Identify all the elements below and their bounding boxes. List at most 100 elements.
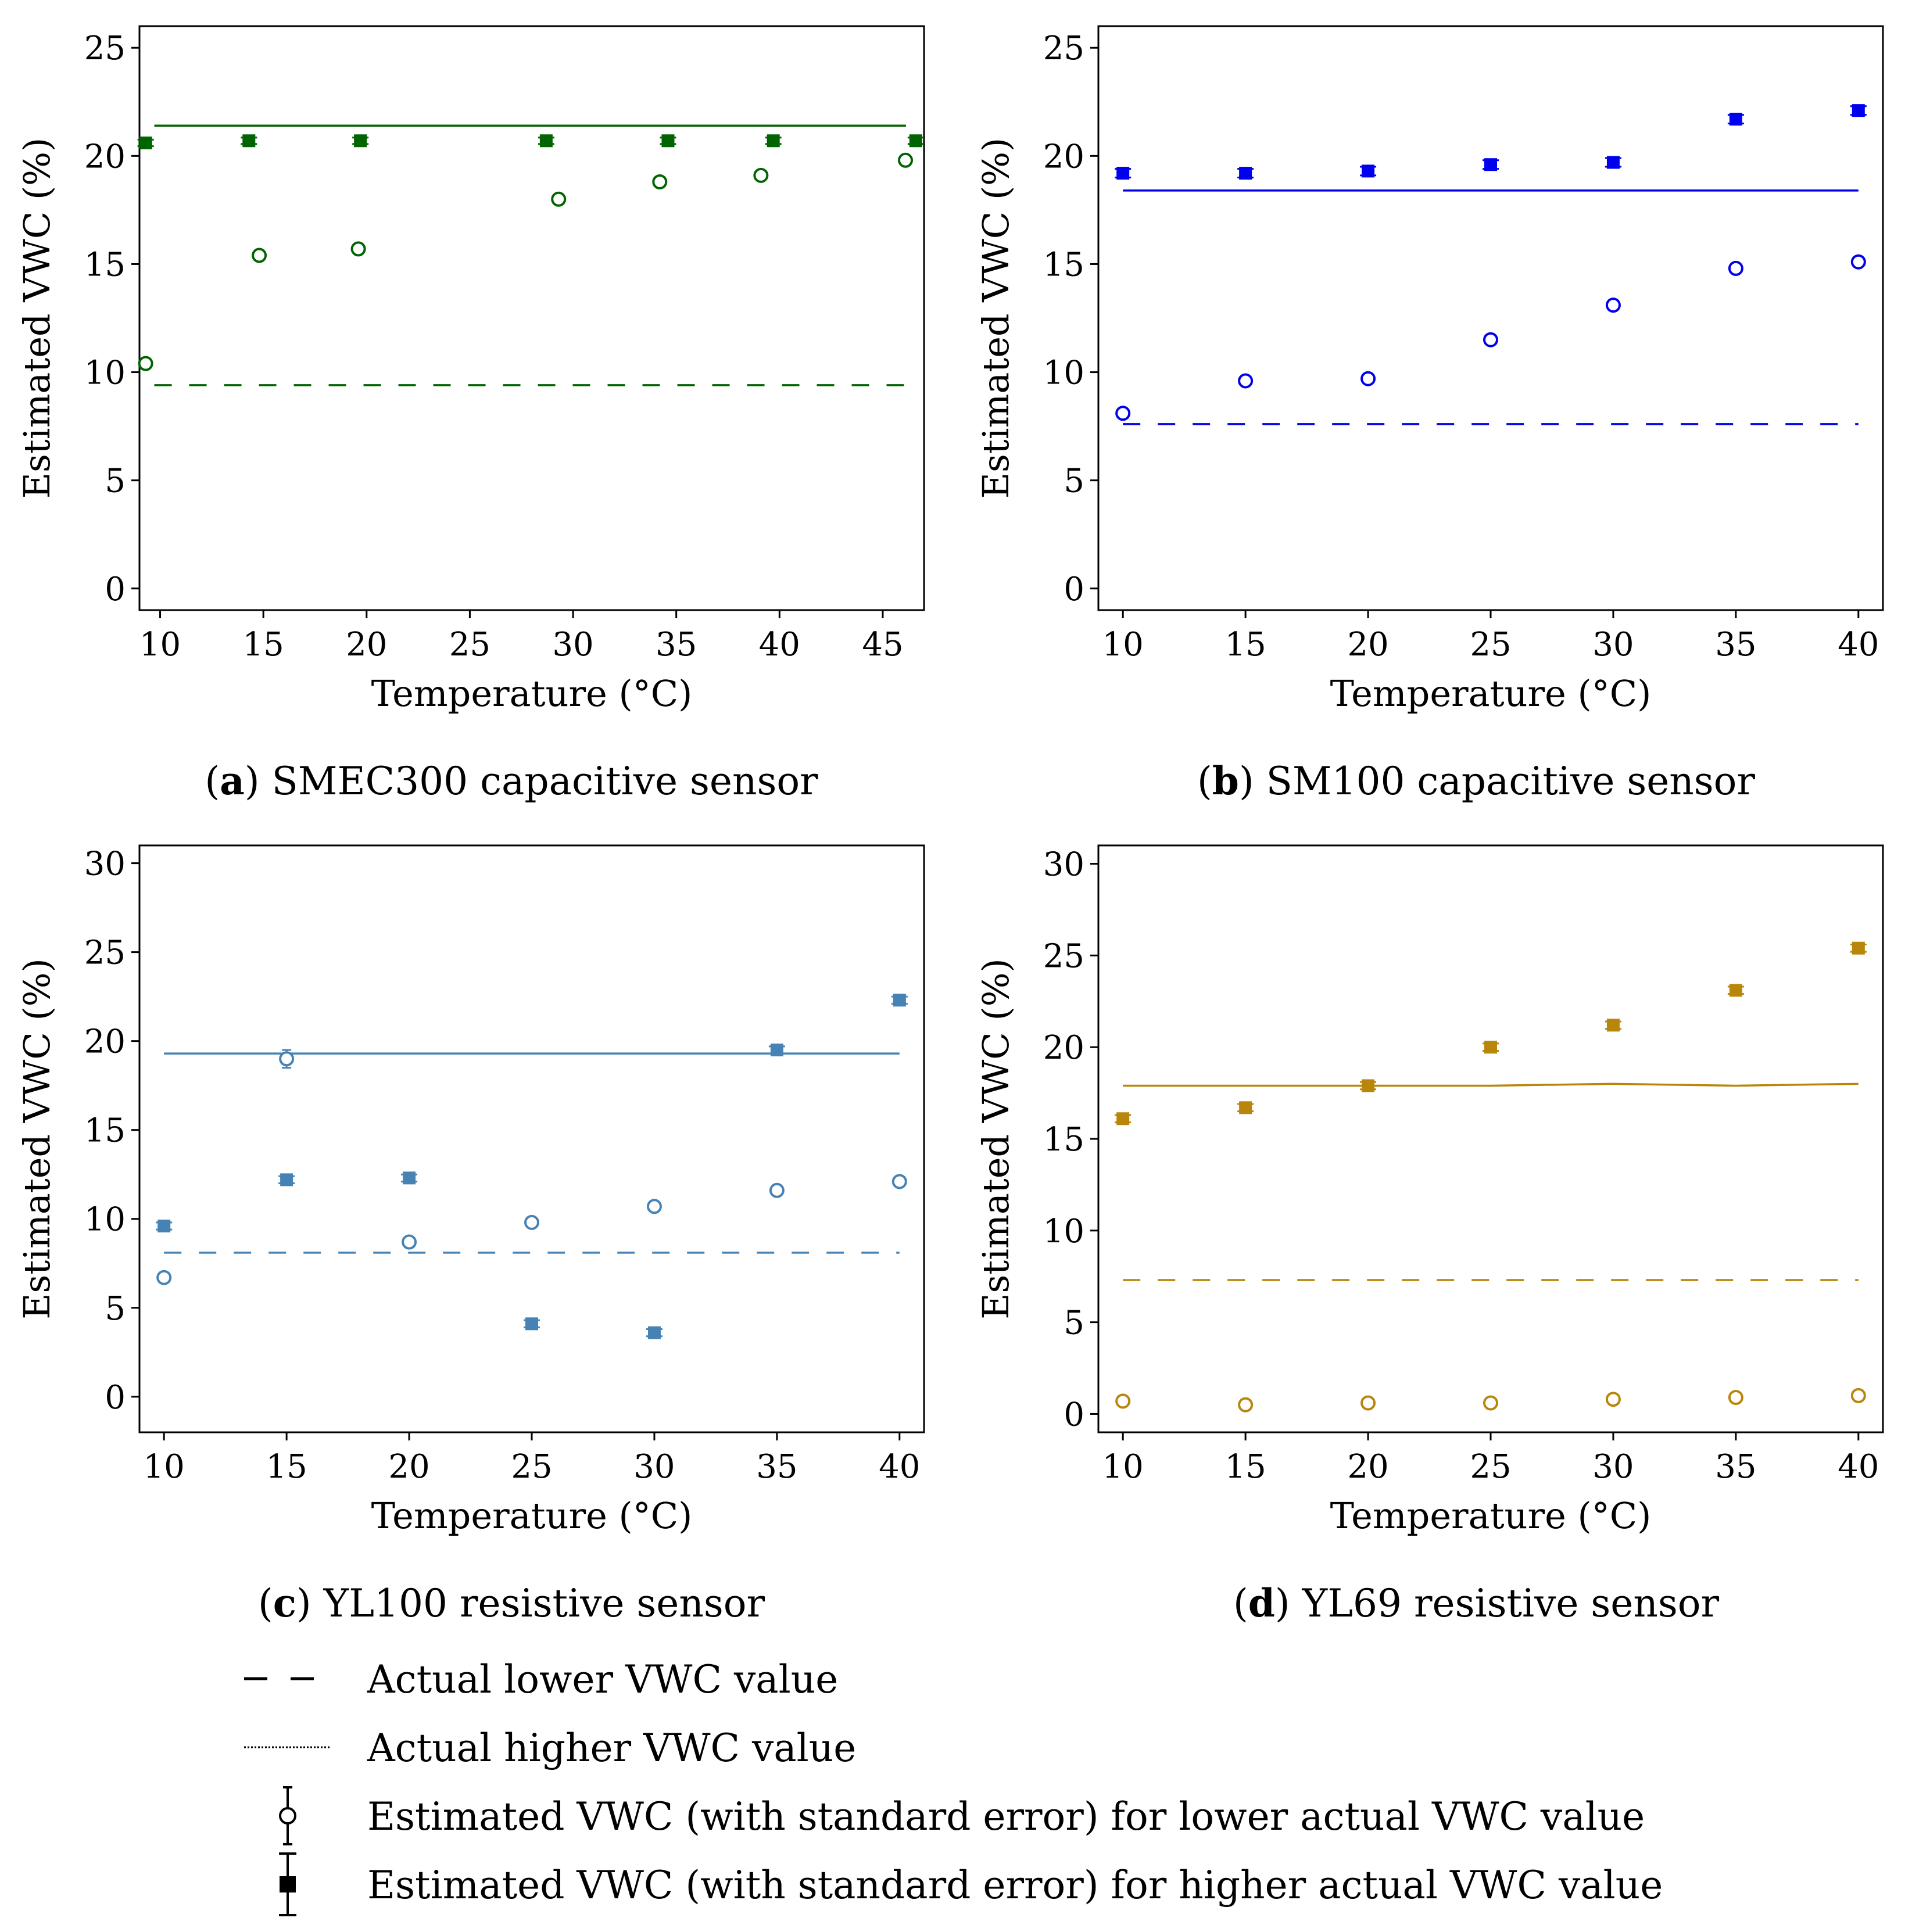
higher-point-c — [647, 1326, 661, 1339]
lower-point-d — [1850, 1388, 1866, 1403]
higher-point-a — [539, 134, 553, 148]
x-tick-label-c: 20 — [388, 1448, 429, 1486]
higher-point-b — [1116, 167, 1130, 180]
higher-point-c — [403, 1171, 416, 1185]
x-axis-title-d: Temperature (°C) — [1330, 1494, 1652, 1537]
lower-point-c — [402, 1234, 417, 1250]
chart-panel-d: 10 15 20 25 30 35 40 0 5 10 15 20 25 30 Temperature (°… — [975, 844, 1884, 1537]
y-tick-label-b: 0 — [1064, 571, 1084, 608]
legend-item-higher-marker: Estimated VWC (with standard error) for … — [232, 1850, 1743, 1919]
x-tick-label-d: 30 — [1592, 1448, 1634, 1486]
x-tick-label-b: 10 — [1102, 626, 1144, 664]
lower-point-c — [646, 1199, 662, 1214]
lower-point-c — [769, 1182, 785, 1198]
higher-point-c — [893, 994, 906, 1007]
lower-point-b — [1728, 260, 1743, 276]
lower-point-b — [1483, 332, 1498, 347]
x-axis-title-c: Temperature (°C) — [371, 1494, 693, 1537]
y-axis-title-a: Estimated VWC (%) — [16, 138, 58, 499]
x-tick-label-a: 40 — [759, 626, 800, 664]
y-axis-title-b: Estimated VWC (%) — [975, 138, 1017, 499]
filled-square-errorbar-icon — [279, 1852, 296, 1916]
plot-frame-d — [1097, 844, 1884, 1433]
higher-point-a — [661, 134, 675, 148]
x-tick-label-c: 30 — [633, 1448, 675, 1486]
plot-frame-a — [138, 25, 925, 611]
x-tick-label-c: 15 — [266, 1448, 307, 1486]
caption-c-letter: c — [273, 1580, 296, 1626]
lower-point-a — [753, 167, 769, 183]
x-tick-label-b: 30 — [1592, 626, 1634, 664]
x-tick-label-a: 35 — [656, 626, 697, 664]
y-tick-label-d: 5 — [1064, 1304, 1084, 1342]
y-tick-label-c: 30 — [84, 845, 126, 883]
lower-point-c — [891, 1174, 907, 1189]
legend-item-lower-marker: Estimated VWC (with standard error) for … — [232, 1782, 1743, 1850]
lower-point-a — [551, 191, 567, 207]
higher-point-b — [1484, 158, 1497, 171]
lower-point-a — [898, 152, 914, 168]
lower-point-d — [1238, 1397, 1254, 1413]
higher-point-d — [1606, 1019, 1620, 1032]
caption-d: (d) YL69 resistive sensor — [1233, 1580, 1720, 1626]
legend-label-lower-line: Actual lower VWC value — [367, 1657, 839, 1702]
legend-label-higher-line: Actual higher VWC value — [367, 1726, 857, 1770]
open-circle-errorbar-icon — [279, 1786, 296, 1845]
y-tick-label-a: 0 — [105, 571, 126, 608]
y-tick-label-b: 25 — [1043, 30, 1084, 67]
lower-point-d — [1728, 1390, 1743, 1406]
legend-item-lower-line: Actual lower VWC value — [232, 1644, 1743, 1713]
x-tick-label-a: 30 — [552, 626, 593, 664]
higher-point-b — [1362, 164, 1375, 178]
lower-point-d — [1483, 1395, 1498, 1411]
legend-label-lower-marker: Estimated VWC (with standard error) for … — [367, 1794, 1645, 1839]
x-tick-label-b: 20 — [1347, 626, 1388, 664]
higher-point-a — [909, 134, 922, 148]
y-tick-label-d: 20 — [1043, 1029, 1084, 1067]
y-tick-label-b: 5 — [1064, 463, 1084, 500]
caption-d-letter: d — [1248, 1580, 1275, 1626]
higher-point-a — [242, 134, 256, 148]
y-tick-label-d: 0 — [1064, 1396, 1084, 1433]
lower-point-b — [1360, 371, 1376, 386]
y-axis-title-c: Estimated VWC (%) — [16, 958, 58, 1320]
x-tick-label-b: 40 — [1838, 626, 1879, 664]
higher-point-b — [1852, 104, 1865, 117]
lower-point-c — [524, 1214, 539, 1230]
y-tick-label-d: 30 — [1043, 846, 1084, 884]
caption-a-text: SMEC300 capacitive sensor — [271, 759, 818, 804]
plot-frame-c — [138, 844, 925, 1433]
y-axis-title-d: Estimated VWC (%) — [975, 958, 1017, 1320]
y-tick-label-c: 5 — [105, 1290, 126, 1328]
y-tick-label-b: 10 — [1043, 354, 1084, 392]
y-tick-label-b: 15 — [1043, 246, 1084, 284]
caption-c: (c) YL100 resistive sensor — [257, 1580, 765, 1626]
x-tick-label-b: 15 — [1224, 626, 1266, 664]
y-tick-label-b: 20 — [1043, 138, 1084, 175]
higher-point-d — [1484, 1041, 1497, 1054]
lower-point-b — [1115, 406, 1131, 421]
y-tick-label-c: 15 — [84, 1112, 126, 1150]
legend-label-higher-marker: Estimated VWC (with standard error) for … — [367, 1863, 1663, 1908]
x-tick-label-b: 25 — [1470, 626, 1511, 664]
lower-point-d — [1115, 1393, 1131, 1409]
higher-point-a — [139, 137, 152, 149]
y-tick-label-c: 20 — [84, 1023, 126, 1061]
lower-point-d — [1360, 1395, 1376, 1411]
lower-point-b — [1238, 373, 1254, 389]
y-tick-label-a: 20 — [84, 138, 126, 175]
y-tick-label-d: 10 — [1043, 1213, 1084, 1250]
higher-point-c — [770, 1043, 783, 1056]
y-tick-label-a: 25 — [84, 30, 126, 67]
higher-point-b — [1606, 156, 1620, 169]
lower-point-a — [652, 174, 668, 189]
chart-panel-c: 10 15 20 25 30 35 40 0 5 10 15 20 25 30 Temperature (°… — [16, 844, 925, 1537]
caption-d-text: YL69 resistive sensor — [1302, 1581, 1720, 1626]
higher-point-b — [1239, 167, 1252, 180]
higher-point-a — [767, 134, 780, 148]
lower-point-c — [156, 1270, 172, 1285]
x-tick-label-c: 10 — [144, 1448, 185, 1486]
higher-point-d — [1852, 941, 1865, 955]
x-tick-label-d: 10 — [1102, 1448, 1144, 1486]
